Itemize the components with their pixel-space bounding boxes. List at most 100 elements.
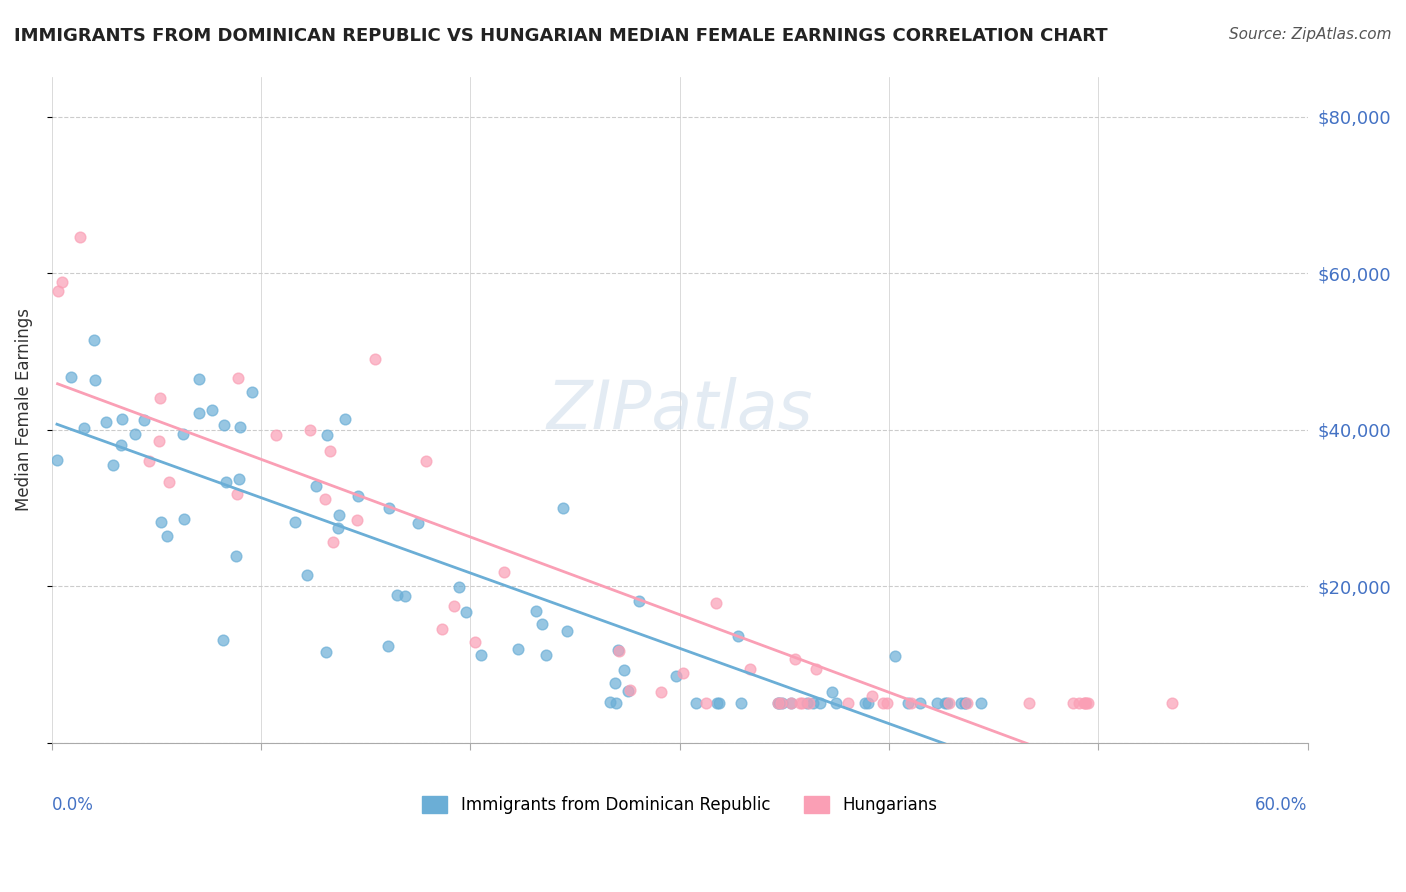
Text: 0.0%: 0.0% (52, 796, 94, 814)
Point (534, 648, 557, 663)
Point (872, 697, 894, 711)
Legend: Immigrants from Dominican Republic, Hungarians: Immigrants from Dominican Republic, Hung… (416, 789, 943, 821)
Point (860, 689, 883, 703)
Point (780, 697, 803, 711)
Point (603, 676, 626, 690)
Point (768, 697, 790, 711)
Point (322, 534, 344, 549)
Point (801, 697, 824, 711)
Point (837, 697, 859, 711)
Point (60, 370, 83, 384)
Point (524, 604, 547, 618)
Point (599, 695, 621, 709)
Point (1073, 697, 1095, 711)
Point (157, 475, 180, 490)
Text: IMMIGRANTS FROM DOMINICAN REPUBLIC VS HUNGARIAN MEDIAN FEMALE EARNINGS CORRELATI: IMMIGRANTS FROM DOMINICAN REPUBLIC VS HU… (14, 27, 1108, 45)
Point (970, 697, 993, 711)
Point (1073, 697, 1095, 711)
Point (955, 697, 977, 711)
Point (883, 649, 905, 664)
Point (226, 371, 249, 385)
Point (551, 501, 574, 516)
Point (770, 697, 793, 711)
Point (51, 275, 73, 289)
Point (447, 581, 470, 595)
Point (456, 605, 478, 619)
Point (555, 624, 578, 638)
Point (1018, 697, 1040, 711)
Point (430, 622, 453, 636)
Point (792, 697, 814, 711)
Point (132, 413, 155, 427)
Point (149, 515, 172, 529)
Point (908, 697, 931, 711)
Point (394, 589, 416, 603)
Point (328, 521, 350, 535)
Point (789, 697, 811, 711)
Point (613, 663, 636, 677)
Point (315, 644, 337, 658)
Point (148, 434, 170, 449)
Point (508, 642, 530, 657)
Point (111, 412, 134, 426)
Point (821, 684, 844, 698)
Point (84, 373, 107, 387)
Point (695, 697, 717, 711)
Point (346, 513, 368, 527)
Point (1062, 697, 1084, 711)
Point (797, 697, 820, 711)
Point (934, 697, 956, 711)
Point (214, 418, 236, 433)
Point (617, 684, 640, 698)
Point (314, 492, 336, 507)
Point (228, 472, 250, 486)
Point (783, 652, 806, 666)
Point (240, 385, 263, 400)
Point (956, 697, 979, 711)
Point (298, 423, 321, 437)
Point (69, 229, 91, 244)
Point (607, 643, 630, 657)
Point (470, 648, 492, 662)
Point (925, 697, 948, 711)
Point (953, 697, 976, 711)
Point (138, 454, 160, 468)
Y-axis label: Median Female Earnings: Median Female Earnings (15, 309, 32, 511)
Point (738, 663, 761, 677)
Point (464, 634, 486, 648)
Point (938, 697, 960, 711)
Point (156, 529, 179, 543)
Point (606, 643, 628, 657)
Text: Source: ZipAtlas.com: Source: ZipAtlas.com (1229, 27, 1392, 42)
Point (266, 427, 288, 442)
Point (672, 666, 695, 681)
Point (706, 697, 728, 711)
Point (96, 415, 118, 429)
Point (605, 697, 627, 711)
Point (201, 402, 224, 417)
Point (443, 599, 465, 613)
Point (766, 697, 789, 711)
Point (385, 588, 408, 602)
Point (347, 489, 370, 503)
Point (685, 697, 707, 711)
Point (808, 697, 831, 711)
Point (187, 406, 209, 420)
Point (378, 500, 401, 515)
Point (83, 333, 105, 347)
Point (897, 697, 920, 711)
Point (936, 697, 959, 711)
Point (46, 452, 69, 467)
Point (727, 629, 749, 643)
Point (215, 475, 238, 489)
Point (377, 639, 399, 653)
Point (627, 594, 650, 608)
Point (124, 427, 146, 442)
Point (619, 682, 641, 697)
Point (335, 411, 357, 425)
Point (46, 284, 69, 298)
Point (187, 372, 209, 386)
Point (494, 565, 516, 579)
Text: ZIPatlas: ZIPatlas (547, 377, 813, 443)
Point (665, 669, 688, 683)
